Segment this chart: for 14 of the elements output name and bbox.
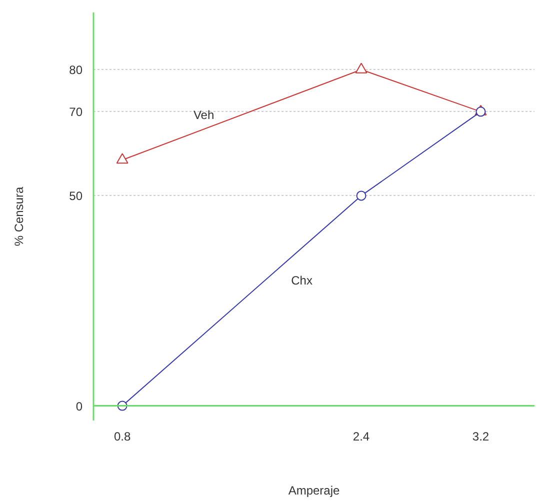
y-tick-label: 50 [69, 189, 83, 204]
y-tick-label: 0 [76, 399, 83, 414]
y-axis-title: % Censura [12, 186, 26, 246]
x-tick-label: 3.2 [472, 430, 490, 444]
x-axis-title: Amperaje [288, 484, 340, 498]
series-label: Chx [291, 274, 312, 288]
x-tick-label: 0.8 [114, 430, 131, 444]
point [116, 153, 128, 164]
series-label: Veh [193, 108, 214, 122]
point [355, 62, 368, 74]
y-tick-label: 80 [69, 63, 83, 78]
point [356, 190, 366, 201]
y-tick-label: 70 [69, 105, 83, 120]
x-tick-label: 2.4 [352, 430, 370, 444]
